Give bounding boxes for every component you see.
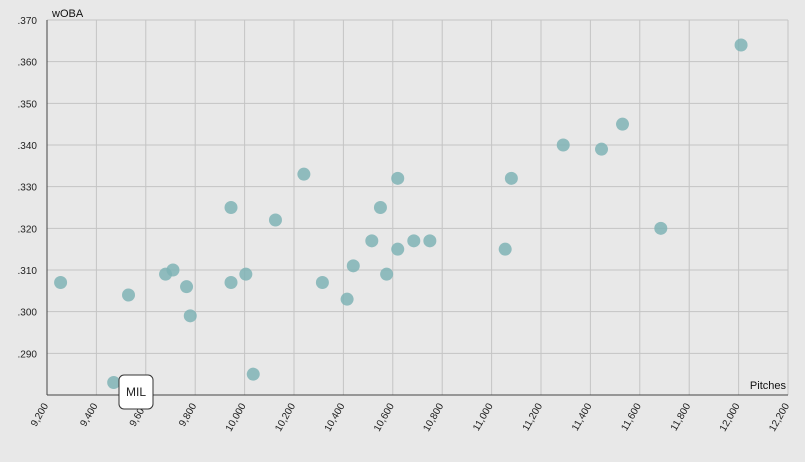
data-point[interactable] xyxy=(122,288,136,302)
y-tick-label: .320 xyxy=(18,224,38,235)
data-point[interactable] xyxy=(423,234,437,248)
data-point[interactable] xyxy=(239,267,253,281)
data-point[interactable] xyxy=(616,117,630,131)
data-point[interactable] xyxy=(365,234,379,248)
y-tick-labels: .290 .300 .310 .320 .330 .340 .350 .360 .370 xyxy=(18,16,38,360)
data-point[interactable] xyxy=(498,242,512,256)
x-tick-label: 9,200 xyxy=(29,401,51,429)
data-point[interactable] xyxy=(654,221,668,235)
y-tick-label: .360 xyxy=(18,58,38,69)
data-point[interactable] xyxy=(346,259,360,273)
x-tick-label: 10,200 xyxy=(273,401,298,433)
x-tick-label: 12,200 xyxy=(767,401,792,433)
data-point[interactable] xyxy=(315,276,329,289)
x-tick-label: 9,800 xyxy=(177,401,199,429)
data-point[interactable] xyxy=(595,142,609,156)
tooltip: MIL xyxy=(118,374,154,410)
data-point[interactable] xyxy=(268,213,282,227)
y-tick-label: .340 xyxy=(18,141,38,152)
y-tick-label: .350 xyxy=(18,99,38,110)
data-point[interactable] xyxy=(734,38,748,52)
data-point[interactable] xyxy=(224,276,238,289)
data-point[interactable] xyxy=(180,280,194,294)
x-tick-label: 9,400 xyxy=(78,401,100,429)
data-point[interactable] xyxy=(504,171,518,185)
y-axis-title: wOBA xyxy=(51,8,84,20)
y-tick-label: .300 xyxy=(18,308,38,319)
tooltip-label: MIL xyxy=(126,385,146,399)
data-point[interactable] xyxy=(373,201,387,214)
data-point[interactable] xyxy=(391,242,405,256)
x-tick-label: 11,600 xyxy=(619,401,644,433)
data-point[interactable] xyxy=(556,138,570,152)
data-point[interactable] xyxy=(54,276,68,289)
y-tick-label: .330 xyxy=(18,183,38,194)
x-axis-title: Pitches xyxy=(750,380,787,392)
x-tick-label: 11,400 xyxy=(570,401,595,433)
axes xyxy=(46,20,788,396)
data-point[interactable] xyxy=(391,171,405,185)
x-tick-label: 10,000 xyxy=(224,401,249,433)
x-tick-label: 10,800 xyxy=(421,401,446,433)
y-tick-label: .310 xyxy=(18,266,38,277)
x-tick-label: 11,800 xyxy=(669,401,694,433)
x-tick-label: 10,600 xyxy=(372,401,397,433)
grid xyxy=(47,19,789,395)
data-point[interactable] xyxy=(340,292,354,306)
data-point[interactable] xyxy=(224,201,238,214)
x-tick-label: 12,000 xyxy=(718,401,743,433)
x-tick-label: 11,000 xyxy=(471,401,496,433)
y-tick-label: .290 xyxy=(18,349,38,360)
data-point[interactable] xyxy=(297,167,311,181)
data-points xyxy=(54,38,748,389)
x-tick-label: 11,200 xyxy=(521,401,546,433)
data-point[interactable] xyxy=(166,263,180,277)
x-tick-label: 10,400 xyxy=(323,401,348,433)
data-point[interactable] xyxy=(380,267,394,281)
tooltip-box xyxy=(118,374,154,410)
data-point[interactable] xyxy=(183,309,197,323)
data-point[interactable] xyxy=(107,376,121,389)
data-point[interactable] xyxy=(407,234,421,248)
data-point[interactable] xyxy=(246,367,260,381)
y-tick-label: .370 xyxy=(18,16,38,27)
